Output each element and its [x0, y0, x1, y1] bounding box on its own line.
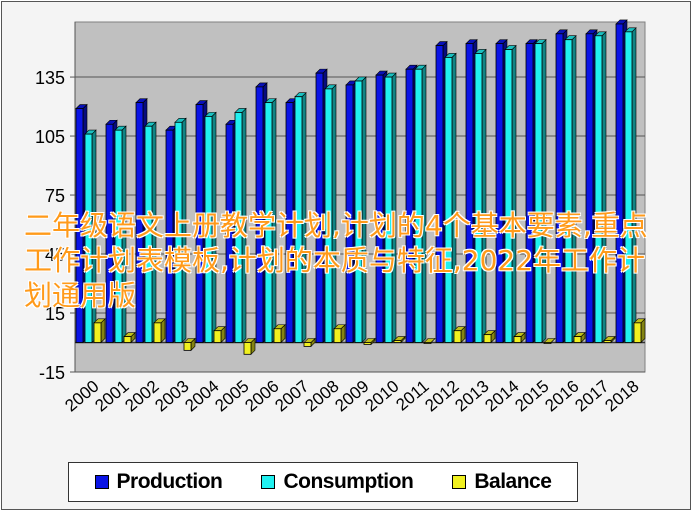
bar-production-2004 [195, 104, 204, 343]
bar-balance-2007 [303, 342, 312, 347]
bar-production-2005 [225, 123, 234, 343]
bar-consumption-2002 [144, 125, 153, 343]
bar-balance-2003 [183, 342, 192, 351]
bar-production-2009 [345, 84, 354, 343]
bar-consumption-2003 [174, 121, 183, 343]
bar-balance-2015 [543, 342, 552, 344]
bar-balance-2002 [153, 322, 162, 343]
bar-consumption-2008 [324, 88, 333, 343]
bar-consumption-2000 [84, 133, 93, 343]
xtick-label-2018: 2018 [601, 377, 642, 416]
bar-consumption-2011 [414, 68, 423, 343]
ytick-label-75: 75 [45, 186, 65, 206]
bar-production-2017 [585, 33, 594, 343]
bar-balance-2018 [633, 322, 642, 343]
bar-production-2007 [285, 102, 294, 343]
bar-consumption-2006 [264, 102, 273, 343]
bar-consumption-2004 [204, 115, 213, 343]
ytick-label--15: -15 [39, 363, 65, 383]
bar-consumption-2014 [504, 49, 513, 343]
legend-swatch-production [94, 475, 109, 489]
ytick-label-45: 45 [45, 245, 65, 265]
bar-production-2018 [615, 23, 624, 343]
bar-balance-2011 [423, 342, 432, 344]
bar-consumption-2001 [114, 129, 123, 343]
legend-item-production: Production [94, 470, 223, 494]
bar-production-2000 [75, 108, 84, 343]
bar-balance-2001 [123, 336, 132, 343]
bar-consumption-2007 [294, 96, 303, 343]
ytick-label-15: 15 [45, 304, 65, 324]
bar-production-2006 [255, 86, 264, 343]
legend-label-production: Production [116, 470, 223, 493]
bar-consumption-2013 [474, 53, 483, 343]
bar-balance-2000 [93, 322, 102, 343]
bar-consumption-2009 [354, 80, 363, 343]
bar-consumption-2017 [594, 35, 603, 343]
bar-production-2012 [435, 45, 444, 343]
ytick-label-135: 135 [35, 68, 65, 88]
bar-consumption-2016 [564, 39, 573, 343]
bar-consumption-2005 [234, 112, 243, 343]
legend-swatch-balance [452, 475, 467, 489]
legend-label-consumption: Consumption [283, 470, 414, 493]
bar-production-2001 [105, 123, 114, 343]
chart-legend: Production Consumption Balance [68, 462, 578, 502]
overlay-watermark-text: 二年级语文上册教学计划,计划的4个基本要素,重点工作计划表模板,计划的本质与特征… [24, 209, 648, 312]
bar-balance-2016 [573, 336, 582, 343]
bar-balance-2005 [243, 342, 252, 355]
ytick-label-105: 105 [35, 127, 65, 147]
bar-production-2008 [315, 72, 324, 343]
bar-production-2013 [465, 43, 474, 343]
bar-production-2002 [135, 102, 144, 343]
bar-production-2011 [405, 68, 414, 343]
bar-chart: -151545751051352000200120022003200420052… [35, 19, 646, 416]
bar-balance-2004 [213, 330, 222, 343]
bar-balance-2006 [273, 328, 282, 343]
bar-balance-2017 [603, 340, 612, 343]
bar-production-2016 [555, 33, 564, 343]
legend-swatch-consumption [261, 475, 276, 489]
bar-consumption-2018 [624, 31, 633, 343]
bar-balance-2008 [333, 328, 342, 343]
bar-consumption-2015 [534, 43, 543, 343]
bar-consumption-2012 [444, 56, 453, 343]
bar-production-2014 [495, 43, 504, 343]
bar-balance-2010 [393, 340, 402, 343]
bar-production-2015 [525, 43, 534, 343]
bar-balance-2012 [453, 330, 462, 343]
bar-balance-2009 [363, 342, 372, 345]
legend-label-balance: Balance [474, 470, 552, 493]
bar-production-2003 [165, 129, 174, 343]
legend-item-consumption: Consumption [261, 470, 414, 494]
bar-consumption-2010 [384, 76, 393, 343]
legend-item-balance: Balance [452, 470, 552, 494]
bar-production-2010 [375, 74, 384, 343]
bar-balance-2013 [483, 334, 492, 343]
bar-balance-2014 [513, 336, 522, 343]
